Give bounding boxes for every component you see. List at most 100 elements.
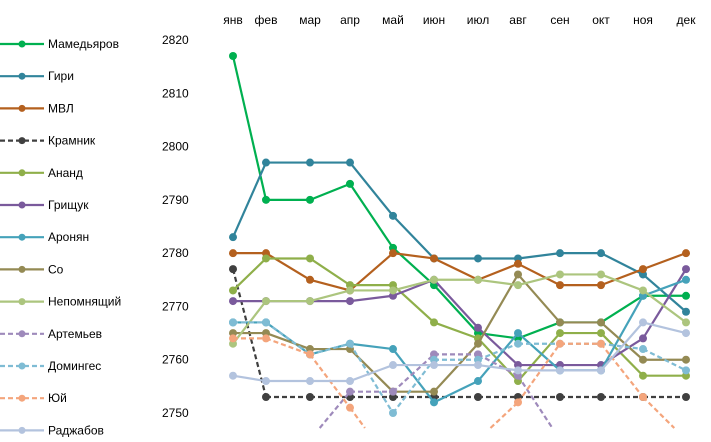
data-point <box>514 270 522 279</box>
data-point <box>262 393 270 402</box>
legend-marker <box>18 265 26 273</box>
series-0 <box>229 51 690 343</box>
x-tick-label: май <box>382 13 404 27</box>
legend-item[interactable]: Юй <box>0 391 67 405</box>
series-line-segment <box>309 182 351 201</box>
legend-marker <box>18 104 26 112</box>
series-line-segment <box>477 337 519 382</box>
legend-item[interactable]: Гири <box>0 69 74 83</box>
data-point <box>389 387 397 396</box>
series-line-segment <box>600 273 644 292</box>
series-line-segment <box>392 353 435 393</box>
series-line-segment <box>517 273 561 287</box>
data-point <box>389 345 397 354</box>
series-line-segment <box>642 268 687 339</box>
series-line-segment <box>600 294 644 324</box>
series-line-segment <box>232 257 267 292</box>
legend-item[interactable]: Домингес <box>0 359 101 373</box>
data-point <box>229 318 237 327</box>
data-point <box>229 297 237 306</box>
x-tick-label: ноя <box>633 13 653 27</box>
data-point <box>556 318 564 327</box>
legend-item[interactable]: Мамедьяров <box>0 37 119 51</box>
legend-item[interactable]: Артемьев <box>0 327 102 341</box>
legend-marker <box>18 330 26 338</box>
legend-label: МВЛ <box>48 101 74 115</box>
legend-item[interactable]: Грищук <box>0 198 89 212</box>
y-tick-label: 2760 <box>162 353 189 367</box>
series-line-segment <box>392 278 435 292</box>
series-line-segment <box>232 374 267 383</box>
data-point <box>556 393 564 402</box>
data-point <box>229 51 237 60</box>
data-point <box>306 377 314 386</box>
series-line-segment <box>477 332 519 382</box>
y-axis: 2820 2810 2800 2790 2780 2770 2760 2750 <box>162 33 189 420</box>
data-point <box>430 361 438 370</box>
data-point <box>346 297 354 306</box>
data-point <box>556 366 564 375</box>
data-point <box>682 329 690 338</box>
x-tick-label: янв <box>223 13 243 27</box>
legend-label: Раджабов <box>48 423 104 437</box>
data-point <box>682 265 690 274</box>
data-point <box>514 398 522 407</box>
legend-label: Со <box>48 262 64 276</box>
data-point <box>262 254 270 263</box>
series-line-segment <box>517 262 561 287</box>
legend-item[interactable]: Крамник <box>0 134 96 148</box>
series-line-segment <box>600 295 644 371</box>
y-tick-label: 2820 <box>162 33 189 47</box>
legend-marker <box>18 137 26 145</box>
series-line-segment <box>642 289 687 324</box>
x-axis: янв фев мар апр май июн июл авг сен окт ноя дек <box>223 13 696 27</box>
data-point <box>430 387 438 396</box>
series-line-segment <box>600 343 644 398</box>
series-line-segment <box>265 332 311 351</box>
series-line-segment <box>477 262 519 281</box>
data-point <box>682 249 690 258</box>
data-point <box>262 334 270 343</box>
series-12 <box>229 318 690 386</box>
data-point <box>262 195 270 204</box>
data-point <box>556 339 564 348</box>
x-tick-label: июн <box>423 13 445 27</box>
series-line-segment <box>600 342 644 351</box>
data-point <box>262 158 270 167</box>
plot-area <box>229 51 690 429</box>
data-point <box>474 393 482 402</box>
legend-item[interactable]: Раджабов <box>0 423 104 437</box>
data-point <box>514 339 522 348</box>
data-point <box>597 249 605 258</box>
data-point <box>430 318 438 327</box>
legend-item[interactable]: Непомнящий <box>0 295 121 309</box>
y-tick-label: 2810 <box>162 86 189 100</box>
series-line-segment <box>600 332 644 377</box>
data-point <box>229 286 237 295</box>
series-line-segment <box>517 321 561 340</box>
legend-marker <box>18 72 26 80</box>
series-line-segment <box>477 278 519 287</box>
legend-item[interactable]: Ананд <box>0 166 83 180</box>
legend-item[interactable]: МВЛ <box>0 101 74 115</box>
x-tick-label: апр <box>340 13 360 27</box>
series-line-segment <box>349 183 394 249</box>
data-point <box>597 329 605 338</box>
series-line-segment <box>349 343 394 414</box>
data-point <box>474 275 482 284</box>
data-point <box>389 249 397 258</box>
x-tick-label: сен <box>550 13 569 27</box>
y-tick-label: 2770 <box>162 299 189 313</box>
legend-marker <box>18 426 26 434</box>
legend-item[interactable]: Аронян <box>0 230 89 244</box>
series-line-segment <box>349 342 394 351</box>
data-point <box>346 158 354 167</box>
legend-label: Непомнящий <box>48 295 121 309</box>
legend-item[interactable]: Со <box>0 262 64 276</box>
data-point <box>346 387 354 396</box>
series-line-segment <box>392 252 435 260</box>
data-point <box>682 291 690 300</box>
data-point <box>346 286 354 295</box>
data-point <box>306 195 314 204</box>
series-line-segment <box>642 321 687 335</box>
